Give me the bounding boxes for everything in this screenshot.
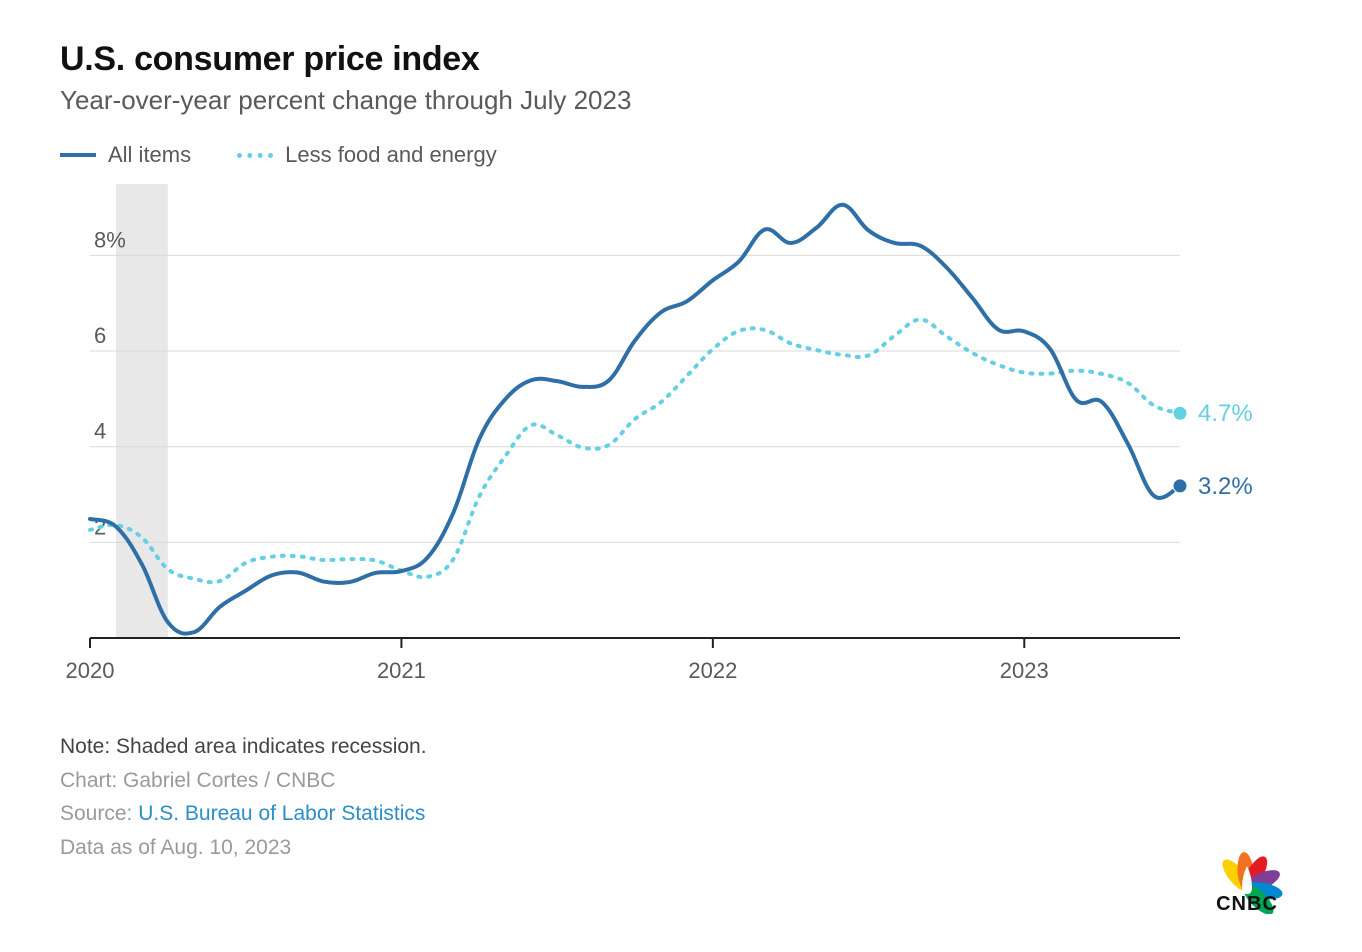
svg-text:2021: 2021 [377, 658, 426, 683]
svg-text:2022: 2022 [688, 658, 737, 683]
chart-subtitle: Year-over-year percent change through Ju… [60, 85, 1302, 116]
svg-text:6: 6 [94, 323, 106, 348]
svg-text:2023: 2023 [1000, 658, 1049, 683]
svg-text:3.2%: 3.2% [1198, 473, 1253, 500]
legend-item-all-items: All items [60, 142, 191, 168]
chart-footer: Note: Shaded area indicates recession. C… [60, 730, 1302, 864]
svg-text:2020: 2020 [66, 658, 115, 683]
chart-source: Source: U.S. Bureau of Labor Statistics [60, 797, 1302, 831]
source-link[interactable]: U.S. Bureau of Labor Statistics [138, 802, 425, 825]
peacock-icon: CNBC [1192, 848, 1302, 914]
recession-note: Note: Shaded area indicates recession. [60, 730, 1302, 764]
legend-item-core: Less food and energy [237, 142, 497, 168]
legend-label: Less food and energy [285, 142, 497, 168]
legend: All items Less food and energy [60, 142, 1302, 168]
svg-text:4.7%: 4.7% [1198, 400, 1253, 427]
legend-swatch-line [60, 153, 96, 157]
line-chart: 2468%20202021202220233.2%4.7% [60, 178, 1300, 698]
legend-swatch-dotted [237, 153, 273, 158]
svg-text:CNBC: CNBC [1216, 893, 1278, 914]
svg-text:4: 4 [94, 419, 106, 444]
chart-credit: Chart: Gabriel Cortes / CNBC [60, 764, 1302, 798]
legend-label: All items [108, 142, 191, 168]
cnbc-logo: CNBC [1192, 848, 1302, 914]
chart-title: U.S. consumer price index [60, 40, 1302, 79]
data-asof: Data as of Aug. 10, 2023 [60, 831, 1302, 865]
chart-area: 2468%20202021202220233.2%4.7% [60, 178, 1302, 698]
svg-text:8%: 8% [94, 227, 126, 252]
